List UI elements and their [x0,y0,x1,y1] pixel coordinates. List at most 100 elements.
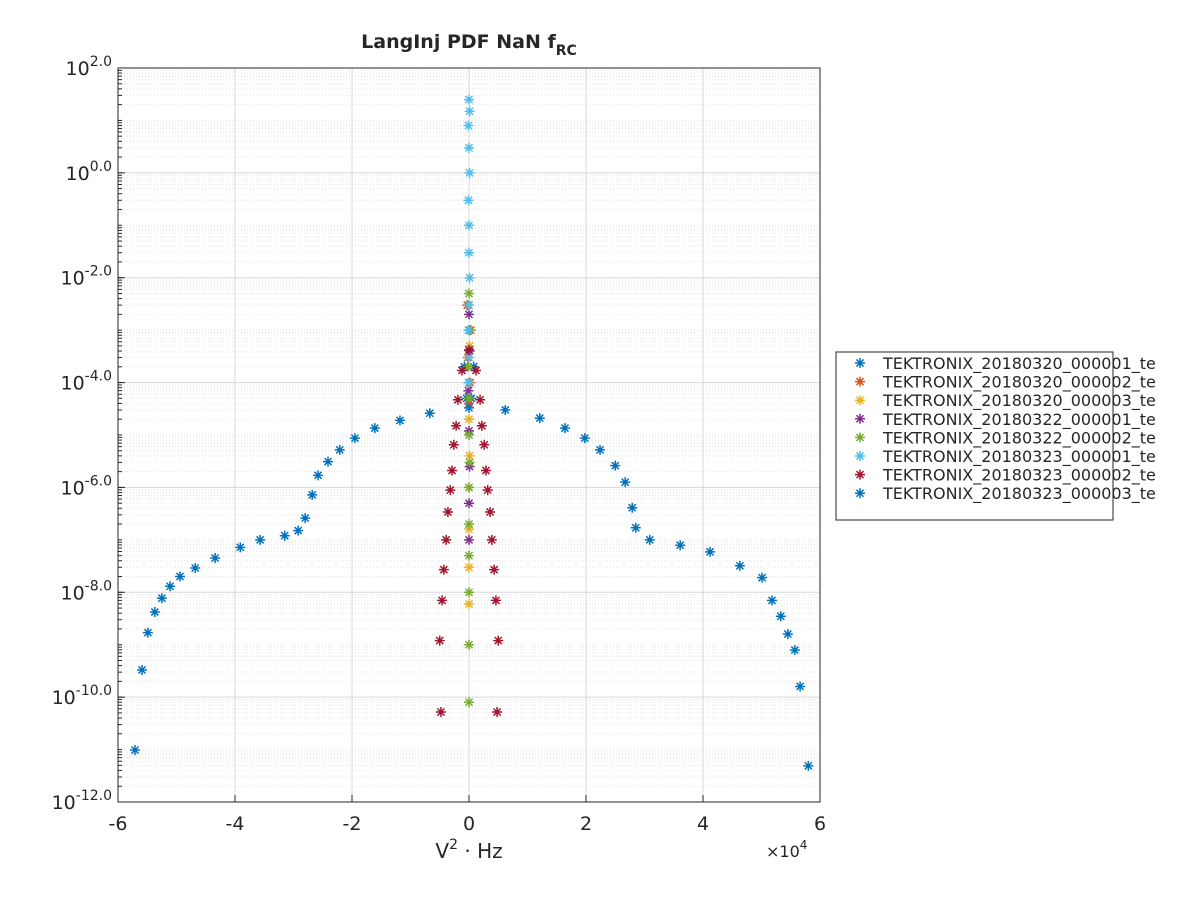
marker [490,595,501,606]
marker [475,394,486,405]
marker [486,534,497,545]
marker [485,506,496,517]
marker [210,553,221,564]
marker [627,502,638,513]
marker [464,587,474,598]
x-tick-label: -2 [343,813,362,835]
marker [448,439,459,450]
x-tick-label: 4 [697,813,709,835]
legend-marker [855,469,865,480]
marker [534,413,545,424]
marker [165,581,176,592]
marker [500,404,511,415]
marker [492,707,503,718]
y-tick-label: 100.0 [66,159,112,185]
marker [775,611,786,622]
marker [610,460,621,471]
legend-label: TEKTRONIX_20180323_000002_te [882,466,1156,486]
y-tick-label: 10-6.0 [60,473,112,499]
marker [293,525,304,536]
marker [757,572,768,583]
marker [313,470,324,481]
marker [463,385,474,396]
marker [279,530,290,541]
marker [493,635,504,646]
marker [795,681,806,692]
marker [620,477,631,488]
marker [464,457,475,468]
x-tick-label: 0 [463,813,475,835]
y-tick-label: 10-12.0 [52,788,112,814]
marker [424,408,435,419]
marker [437,595,448,606]
y-tick-label: 10-8.0 [60,578,112,604]
chart-title: LangInj PDF NaN fRC [361,31,577,59]
marker [435,707,446,718]
marker [464,309,474,320]
legend-marker [855,432,865,443]
legend-label: TEKTRONIX_20180320_000002_te [882,373,1156,393]
marker [464,352,474,363]
marker [464,430,474,440]
marker [464,450,475,461]
marker [464,377,474,388]
marker [559,423,570,434]
marker [464,697,474,708]
marker [464,247,474,258]
legend-label: TEKTRONIX_20180320_000003_te [882,391,1156,411]
marker [464,482,474,493]
marker [451,420,462,431]
marker [464,106,475,117]
marker [464,393,474,404]
marker [456,365,467,376]
marker [323,456,334,467]
marker [464,288,474,299]
x-tick-label: -4 [226,813,245,835]
legend-entries: TEKTRONIX_20180320_000001_teTEKTRONIX_20… [855,354,1156,504]
marker [464,562,474,573]
legend-label: TEKTRONIX_20180323_000001_te [882,447,1156,467]
marker [464,498,474,509]
marker [767,595,778,606]
legend-marker [855,358,865,368]
marker [442,506,453,517]
legend-marker [855,395,865,406]
marker [156,593,167,604]
marker [463,120,474,131]
marker [705,546,716,557]
marker [471,365,482,376]
marker [579,433,590,444]
legend-marker [855,451,865,461]
legend-label: TEKTRONIX_20180322_000002_te [882,428,1156,448]
marker [464,598,474,609]
marker [482,485,493,496]
marker [142,627,153,638]
marker [129,745,140,756]
marker [463,195,474,206]
marker [307,489,318,500]
marker [464,639,474,650]
marker [300,513,311,524]
marker [464,142,474,153]
marker [464,94,474,105]
legend-marker [855,488,865,499]
marker [349,433,360,444]
x-axis-label: V2 · Hz [435,837,502,863]
marker [464,534,474,545]
marker [447,465,458,476]
marker [479,439,490,450]
marker [803,760,814,771]
marker [369,423,380,434]
marker [463,361,474,372]
legend-label: TEKTRONIX_20180322_000001_te [882,410,1156,430]
marker [464,220,474,231]
marker [464,519,474,530]
marker [464,414,474,425]
marker [136,664,147,675]
marker [468,361,479,372]
marker [464,300,474,311]
y-tick-label: 10-4.0 [60,369,112,395]
marker [445,485,456,496]
legend-marker [855,413,865,424]
marker [149,607,160,618]
